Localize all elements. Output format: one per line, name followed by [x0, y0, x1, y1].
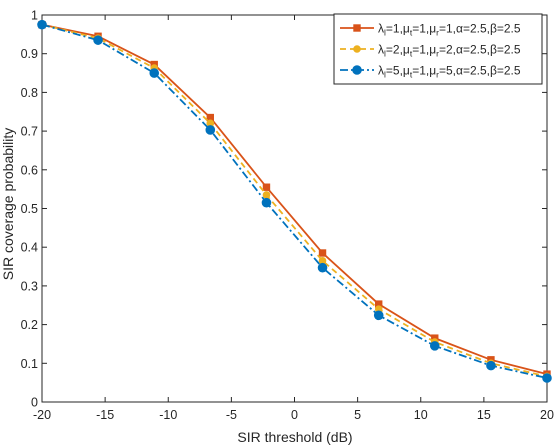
- y-tick-label: 0.5: [21, 202, 38, 216]
- y-tick-label: 0.7: [21, 125, 38, 139]
- y-tick-label: 1: [31, 9, 38, 23]
- data-point: [317, 262, 328, 273]
- x-tick-label: 0: [291, 408, 298, 422]
- legend-item: λl=5,μt=1,μr=5,α=2.5,β=2.5: [340, 64, 521, 80]
- y-tick-label: 0.9: [21, 47, 38, 61]
- legend-label: λl=5,μt=1,μr=5,α=2.5,β=2.5: [378, 64, 521, 80]
- legend-item: λl=2,μt=1,μr=2,α=2.5,β=2.5: [340, 43, 521, 59]
- data-point: [262, 183, 271, 191]
- x-tick-label: 5: [354, 408, 361, 422]
- legend: λl=1,μt=1,μr=1,α=2.5,β=2.5 λl=2,μt=1,μr=2…: [333, 13, 543, 85]
- data-point: [37, 19, 47, 30]
- series-3: [37, 19, 552, 383]
- y-tick-label: 0.3: [21, 279, 38, 293]
- legend-label: λl=1,μt=1,μr=1,α=2.5,β=2.5: [378, 22, 521, 38]
- series-line: [41, 23, 548, 378]
- data-point: [542, 373, 552, 383]
- legend-label: λl=2,μt=1,μr=2,α=2.5,β=2.5: [378, 43, 521, 59]
- legend-item: λl=1,μt=1,μr=1,α=2.5,β=2.5: [340, 22, 521, 38]
- x-tick-label: 10: [414, 408, 428, 422]
- y-tick-label: 0.6: [21, 163, 38, 177]
- x-tick-label: -10: [159, 408, 177, 422]
- y-tick-label: 0.2: [21, 318, 38, 332]
- data-point: [261, 197, 272, 208]
- data-point: [486, 360, 496, 371]
- x-tick-label: -15: [96, 408, 114, 422]
- data-point: [93, 35, 103, 45]
- legend-marker: [353, 45, 361, 53]
- y-tick-label: 0.8: [21, 86, 38, 100]
- plot-area: [37, 19, 552, 383]
- y-axis-label: SIR coverage probability: [0, 128, 16, 281]
- y-tick-label: 0.1: [21, 357, 38, 371]
- legend-box: [333, 13, 543, 85]
- data-point: [205, 125, 216, 135]
- x-tick-label: 15: [477, 408, 491, 422]
- x-axis-label: SIR threshold (dB): [237, 429, 352, 445]
- data-point: [429, 341, 440, 351]
- y-tick-label: 0.4: [21, 241, 38, 255]
- x-tick-label: -5: [226, 408, 237, 422]
- legend-marker: [352, 65, 362, 75]
- series-line: [41, 23, 548, 376]
- y-tick-label: 0: [31, 396, 38, 410]
- data-point: [262, 191, 271, 199]
- data-point: [318, 249, 327, 257]
- axes: -20 -15 -10 -5 0 5 10 15 20 0 0.1 0.2 0.3 0.4 0.5 0.6 0.…: [21, 9, 554, 423]
- x-tick-label: -20: [33, 408, 51, 422]
- series-line: [41, 23, 548, 379]
- legend-marker: [353, 24, 361, 32]
- data-point: [373, 310, 384, 321]
- x-tick-label: 20: [540, 408, 554, 422]
- data-point: [149, 68, 160, 78]
